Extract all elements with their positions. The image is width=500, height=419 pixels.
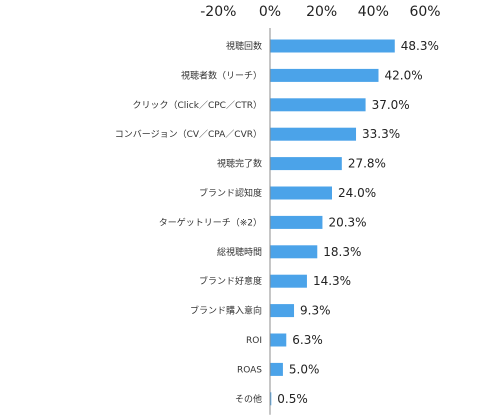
- value-label: 18.3%: [323, 245, 361, 259]
- value-label: 20.3%: [328, 215, 366, 229]
- x-tick-label: 60%: [409, 4, 440, 20]
- bars: [270, 39, 395, 406]
- value-label: 37.0%: [372, 98, 410, 112]
- category-label: クリック（Click／CPC／CTR）: [133, 100, 262, 111]
- bar: [270, 274, 307, 288]
- bar: [270, 333, 287, 347]
- x-tick-label: 20%: [306, 4, 337, 20]
- value-label: 9.3%: [300, 304, 331, 318]
- bar: [270, 127, 357, 141]
- bar: [270, 157, 342, 171]
- bar: [270, 98, 366, 112]
- value-label: 48.3%: [401, 39, 439, 53]
- bar: [270, 362, 283, 376]
- value-label: 5.0%: [289, 362, 320, 376]
- value-label: 24.0%: [338, 186, 376, 200]
- value-label: 33.3%: [362, 127, 400, 141]
- value-labels: 48.3% 42.0% 37.0% 33.3% 27.8% 24.0% 20.3% 18.3%…: [277, 39, 439, 406]
- x-axis-ticks: -20% 0% 20% 40% 60%: [200, 4, 440, 20]
- bar: [270, 304, 295, 318]
- x-tick-label: -20%: [200, 4, 236, 20]
- bar: [270, 215, 323, 229]
- category-label: 視聴回数: [226, 40, 262, 52]
- x-tick-label: 40%: [358, 4, 389, 20]
- category-label: ROI: [246, 336, 262, 346]
- category-label: 総視聴時間: [217, 246, 262, 258]
- category-label: その他: [235, 393, 262, 405]
- bar: [270, 392, 272, 406]
- category-label: 視聴完了数: [217, 158, 262, 170]
- value-label: 27.8%: [348, 157, 386, 171]
- category-label: コンバージョン（CV／CPA／CVR）: [115, 129, 262, 140]
- bar: [270, 68, 379, 82]
- value-label: 0.5%: [277, 392, 308, 406]
- category-label: 視聴者数（リーチ）: [181, 69, 262, 81]
- bar: [270, 186, 332, 200]
- category-label: ブランド認知度: [199, 187, 262, 199]
- bar: [270, 39, 395, 53]
- value-label: 42.0%: [385, 68, 423, 82]
- category-label: ブランド購入意向: [190, 305, 262, 317]
- value-label: 14.3%: [313, 274, 351, 288]
- category-label: ブランド好意度: [199, 275, 262, 287]
- value-label: 6.3%: [292, 333, 323, 347]
- bar: [270, 245, 318, 259]
- category-label: ターゲットリーチ（※2）: [159, 216, 262, 228]
- category-label: ROAS: [237, 365, 262, 375]
- x-tick-label: 0%: [259, 4, 281, 20]
